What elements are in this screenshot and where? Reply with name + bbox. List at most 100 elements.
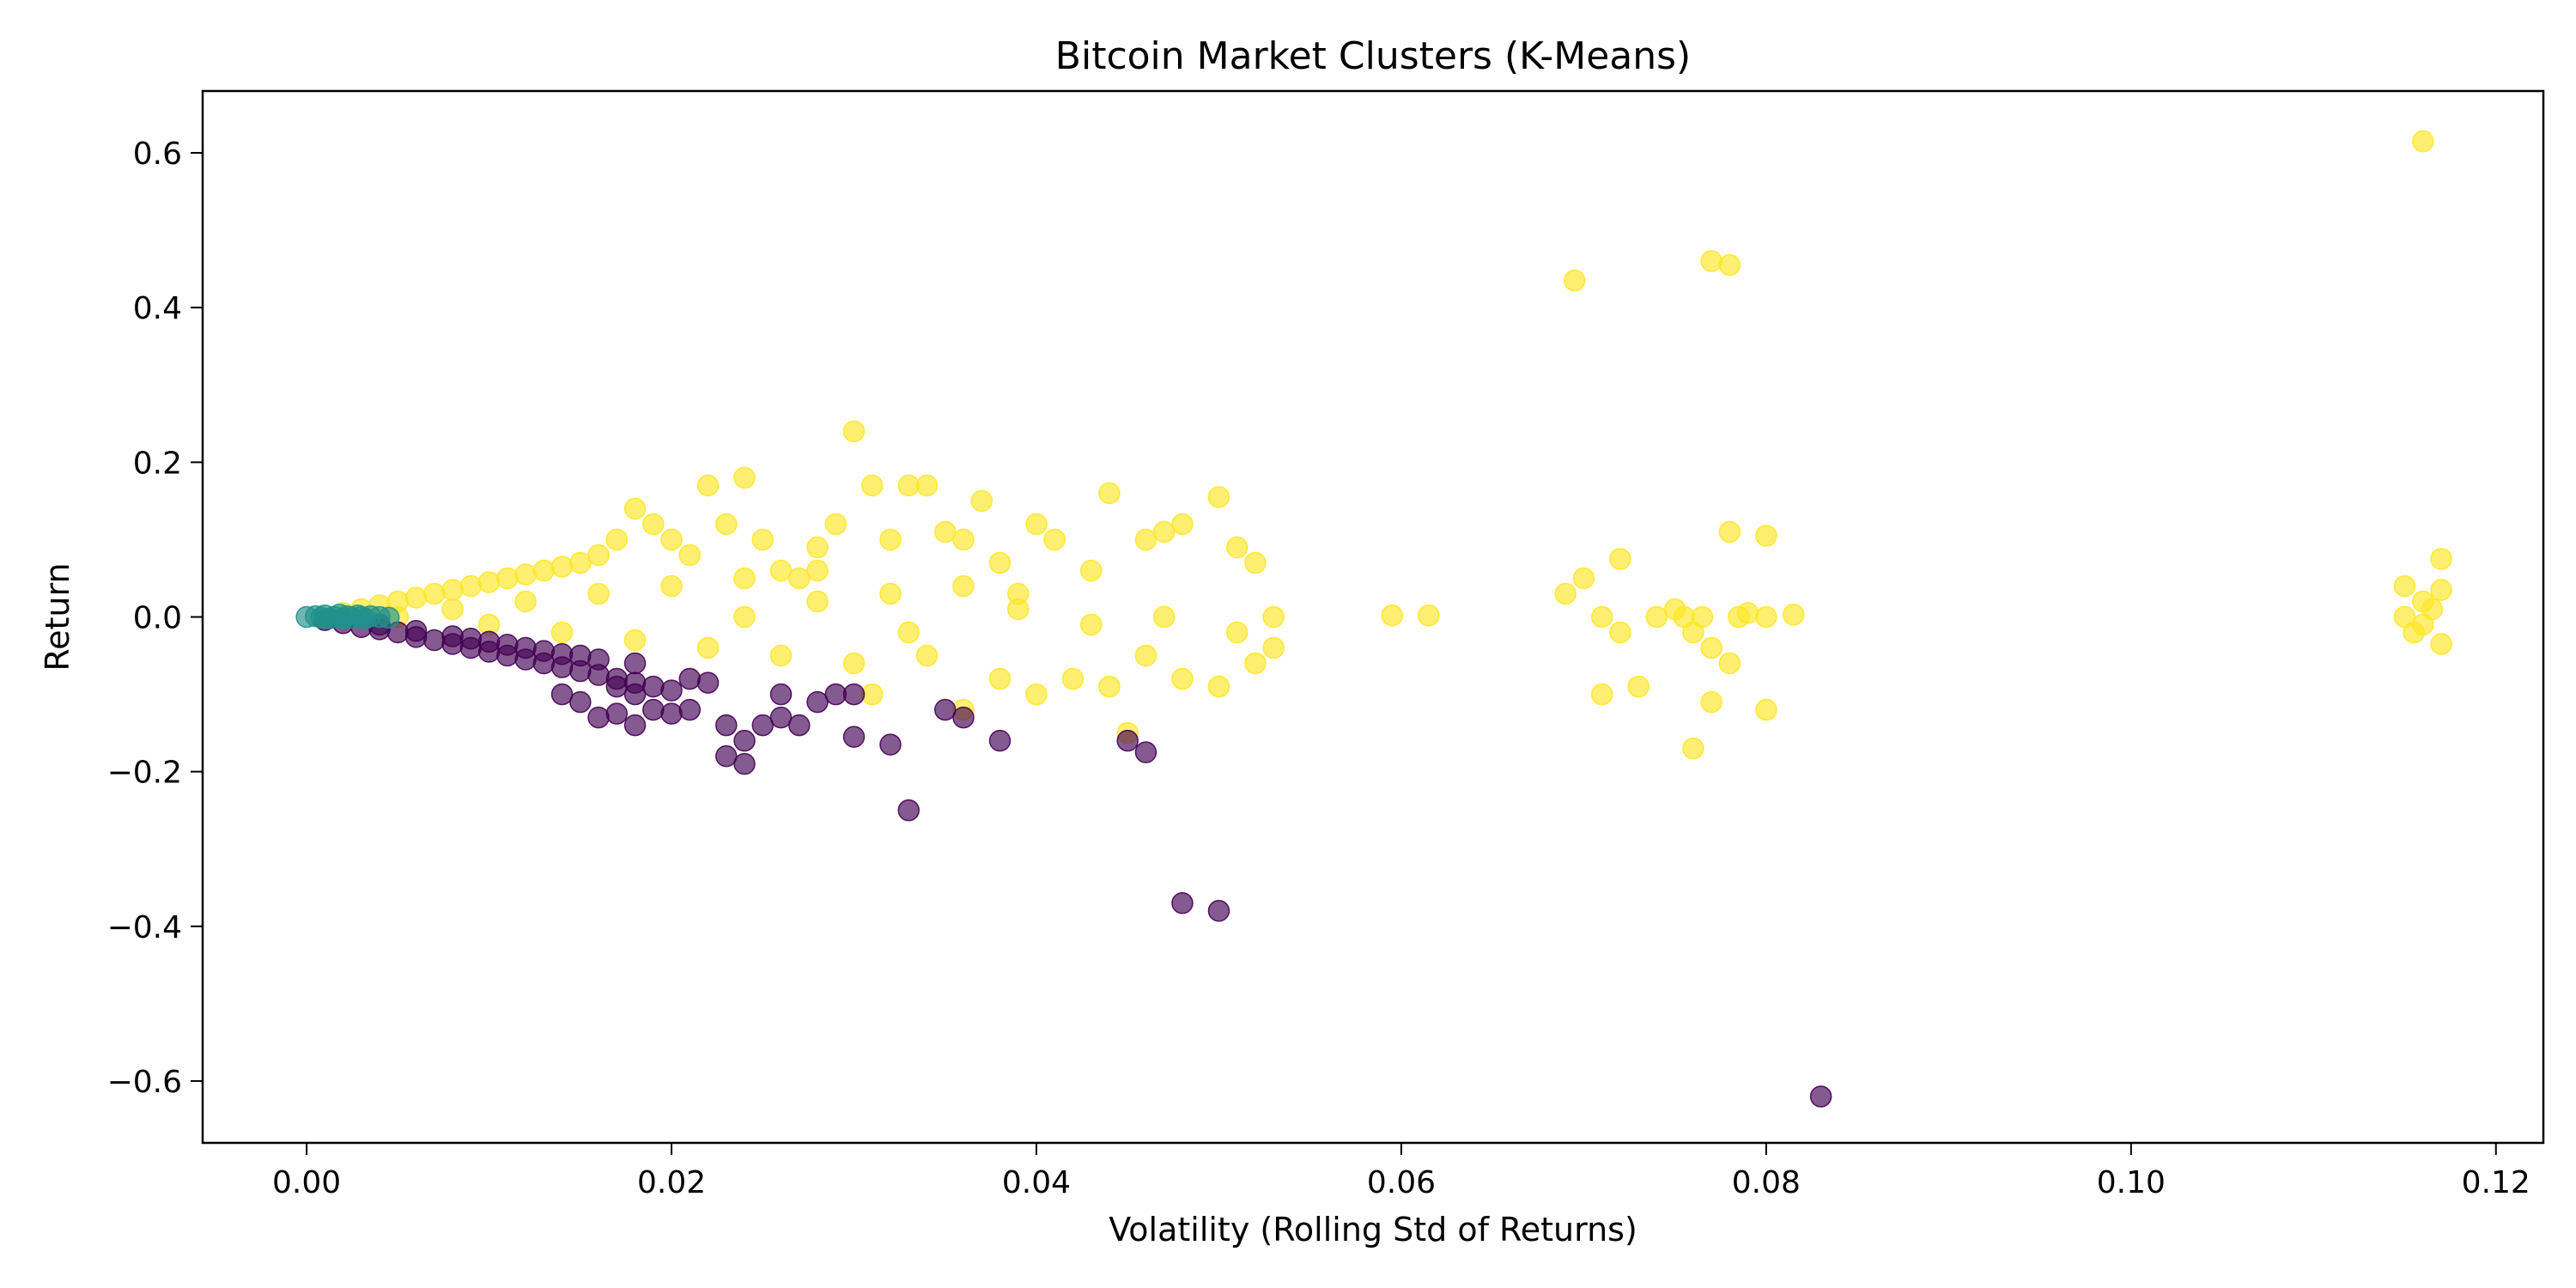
scatter-point <box>934 698 957 721</box>
scatter-point <box>733 752 756 775</box>
plot-frame <box>201 89 2545 1145</box>
x-tick-label: 0.10 <box>2097 1165 2166 1200</box>
scatter-point <box>377 606 400 629</box>
scatter-point <box>1207 675 1230 698</box>
scatter-point <box>1691 605 1714 629</box>
scatter-point <box>660 574 683 598</box>
x-tick-label: 0.02 <box>637 1165 706 1200</box>
scatter-point <box>824 513 848 536</box>
scatter-point <box>532 640 556 662</box>
scatter-point <box>1207 900 1230 922</box>
scatter-point <box>1718 520 1741 544</box>
scatter-point <box>696 636 720 659</box>
scatter-point <box>1590 605 1613 629</box>
scatter-point <box>1262 636 1285 659</box>
scatter-point <box>879 582 902 605</box>
scatter-point <box>1590 683 1613 706</box>
scatter-point <box>879 528 902 551</box>
scatter-point <box>952 574 975 598</box>
scatter-point <box>1207 486 1230 508</box>
scatter-point <box>806 590 829 613</box>
scatter-point <box>1728 605 1750 629</box>
scatter-point <box>1755 698 1777 721</box>
scatter-point <box>988 729 1012 752</box>
scatter-point <box>733 605 756 629</box>
scatter-point <box>477 630 501 653</box>
scatter-point <box>1627 675 1649 698</box>
x-axis-label: Volatility (Rolling Std of Returns) <box>1109 1211 1637 1249</box>
scatter-point <box>441 579 464 601</box>
x-tick-label: 0.08 <box>1732 1165 1801 1200</box>
scatter-point <box>842 420 866 443</box>
scatter-point <box>642 698 665 721</box>
scatter-point <box>1718 652 1741 675</box>
scatter-point <box>569 644 592 667</box>
scatter-point <box>1116 729 1139 752</box>
y-tick-label: 0.6 <box>133 137 182 172</box>
scatter-point <box>496 567 519 590</box>
scatter-point <box>678 544 702 567</box>
scatter-point <box>660 679 683 702</box>
scatter-point <box>623 629 647 652</box>
scatter-point <box>915 474 939 497</box>
points-layer <box>295 130 2452 1108</box>
scatter-point <box>459 627 483 650</box>
scatter-point <box>1554 582 1577 605</box>
scatter-point <box>1809 1085 1832 1108</box>
scatter-point <box>842 726 866 748</box>
scatter-point <box>1645 605 1668 629</box>
x-tick-label: 0.06 <box>1367 1165 1436 1200</box>
scatter-point <box>623 683 647 706</box>
scatter-point <box>733 567 756 590</box>
scatter-point <box>788 567 811 590</box>
scatter-point <box>1609 621 1631 644</box>
scatter-point <box>514 590 537 613</box>
scatter-point <box>587 582 610 605</box>
scatter-point <box>623 497 647 520</box>
scatter-point <box>1262 605 1285 629</box>
chart-title: Bitcoin Market Clusters (K-Means) <box>1055 34 1691 78</box>
scatter-point <box>1700 636 1722 659</box>
scatter-point <box>751 528 775 551</box>
scatter-point <box>2412 130 2434 153</box>
scatter-point <box>1572 567 1595 590</box>
scatter-point <box>1098 675 1121 698</box>
scatter-point <box>2393 574 2416 598</box>
scatter-point <box>1673 605 1696 629</box>
y-tick-label: −0.2 <box>107 756 182 791</box>
scatter-point <box>2430 579 2452 601</box>
scatter-point <box>1006 598 1030 621</box>
scatter-point <box>1718 253 1741 276</box>
scatter-point <box>1171 892 1194 914</box>
y-tick-label: 0.2 <box>133 446 182 481</box>
scatter-point <box>642 513 665 536</box>
scatter-point <box>1700 250 1722 272</box>
scatter-point <box>660 702 683 725</box>
scatter-point <box>678 698 702 721</box>
scatter-point <box>642 675 665 698</box>
scatter-point <box>1244 652 1267 675</box>
scatter-point <box>1134 644 1157 667</box>
y-tick-label: −0.4 <box>107 910 182 945</box>
scatter-point <box>605 675 629 698</box>
scatter-point <box>550 642 574 665</box>
scatter-point <box>459 574 483 598</box>
scatter-point <box>1609 548 1631 570</box>
scatter-point <box>952 706 975 729</box>
scatter-point <box>1079 613 1103 636</box>
scatter-point <box>769 644 793 667</box>
scatter-point <box>806 536 829 559</box>
scatter-point <box>952 528 975 551</box>
y-axis-label: Return <box>39 562 76 671</box>
scatter-point <box>1682 737 1704 760</box>
scatter-point <box>988 551 1012 574</box>
scatter-point <box>2403 621 2425 644</box>
scatter-point <box>569 690 592 714</box>
scatter-point <box>769 706 793 729</box>
scatter-point <box>1381 604 1404 627</box>
scatter-point <box>550 683 574 706</box>
scatter-point <box>696 474 720 497</box>
scatter-point <box>477 571 501 593</box>
